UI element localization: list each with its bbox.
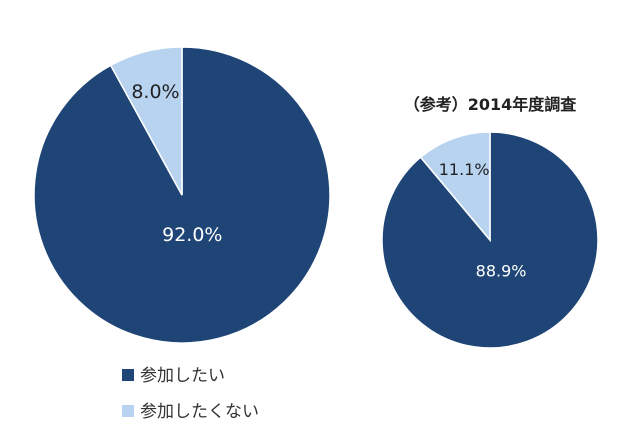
- slice-not-participate-label: 8.0%: [131, 81, 179, 103]
- slice-not-participate: [109, 46, 183, 196]
- slice-participate-2014: [381, 131, 599, 349]
- pie-main: 92.0% 8.0%: [33, 46, 331, 344]
- legend-label-not-participate: 参加したくない: [140, 402, 259, 422]
- pie-reference: 88.9% 11.1%: [381, 131, 599, 349]
- legend-swatch-participate: [122, 369, 134, 381]
- slice-not-participate-2014-label: 11.1%: [439, 160, 490, 179]
- slice-not-participate-2014: [419, 131, 491, 243]
- legend: 参加したい 参加したくない: [122, 366, 259, 422]
- slice-participate-2014-label: 88.9%: [476, 261, 527, 280]
- legend-label-participate: 参加したい: [140, 366, 225, 386]
- slice-participate-label: 92.0%: [162, 224, 222, 246]
- legend-swatch-not-participate: [122, 405, 134, 417]
- reference-chart-title: （参考）2014年度調査: [404, 95, 577, 114]
